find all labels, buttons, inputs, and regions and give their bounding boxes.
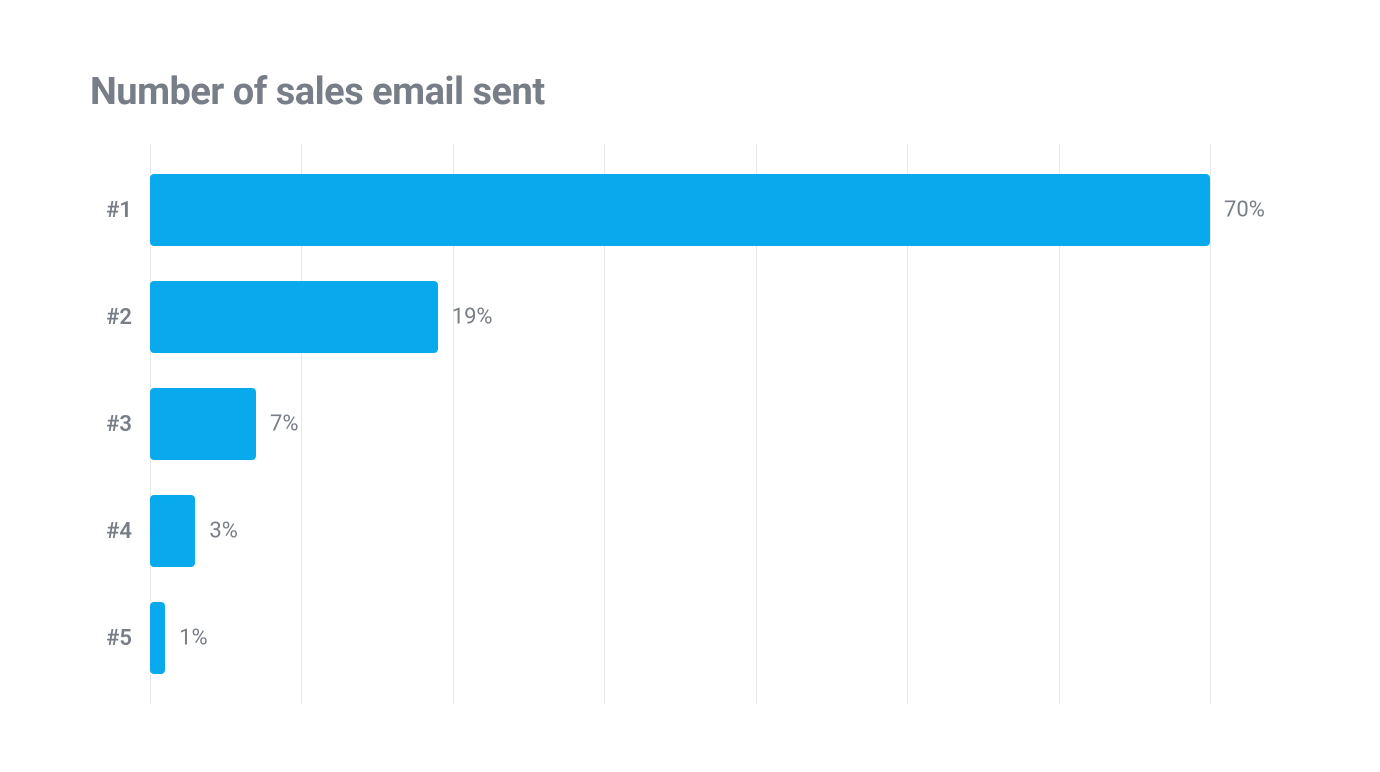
bar-value-label: 1%	[179, 626, 207, 651]
bar-value-label: 70%	[1224, 198, 1265, 223]
bar-track: 7%	[150, 388, 1210, 460]
bar-row: #4 3%	[90, 495, 1210, 567]
bar-track: 19%	[150, 281, 1210, 353]
bar	[150, 602, 165, 674]
bar-track: 3%	[150, 495, 1210, 567]
bar-category-label: #5	[90, 626, 150, 651]
bar	[150, 495, 195, 567]
bar-row: #5 1%	[90, 602, 1210, 674]
bar	[150, 174, 1210, 246]
bar-row: #2 19%	[90, 281, 1210, 353]
bar-row: #3 7%	[90, 388, 1210, 460]
bar-category-label: #1	[90, 198, 150, 223]
bar	[150, 281, 438, 353]
bar-category-label: #2	[90, 305, 150, 330]
chart-area: #170%#219%#37%#43%#51%	[90, 144, 1290, 704]
chart-container: Number of sales email sent #170%#219%#37…	[0, 0, 1380, 772]
bar	[150, 388, 256, 460]
chart-rows: #170% #2 19% #3 7% #4 3% #5 1%	[90, 174, 1210, 674]
chart-title: Number of sales email sent	[90, 70, 1290, 114]
bar-row: #170%	[90, 174, 1210, 246]
bar-track: 1%	[150, 602, 1210, 674]
bar-value-label: 3%	[209, 519, 237, 544]
bar-category-label: #3	[90, 412, 150, 437]
bar-value-label: 19%	[452, 305, 493, 330]
bar-category-label: #4	[90, 519, 150, 544]
gridline	[1210, 144, 1211, 704]
bar-track: 70%	[150, 174, 1210, 246]
bar-value-label: 7%	[270, 412, 298, 437]
